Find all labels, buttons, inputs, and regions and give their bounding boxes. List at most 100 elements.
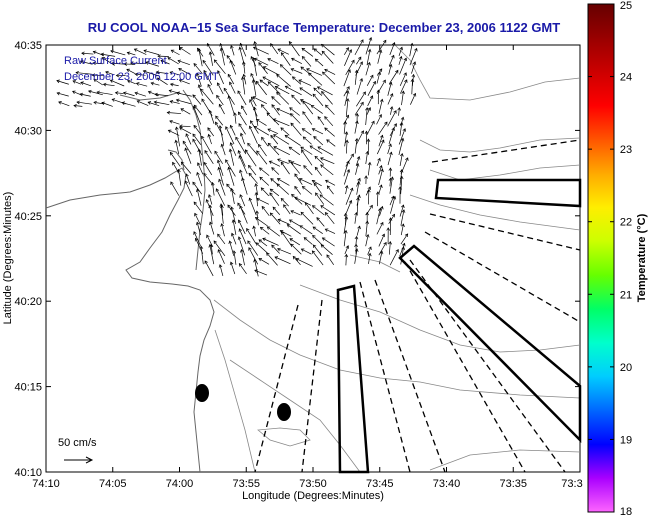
current-vector — [378, 121, 388, 135]
current-vector — [93, 101, 104, 105]
current-vector — [308, 72, 323, 86]
current-vector — [270, 135, 279, 145]
current-vector — [238, 219, 246, 235]
current-vector — [75, 72, 92, 75]
current-vector-head — [130, 61, 134, 65]
current-vector — [324, 127, 335, 137]
current-vector — [301, 48, 314, 57]
current-vector-head — [390, 176, 394, 180]
current-vector-head — [237, 150, 242, 154]
current-vector-head — [279, 64, 284, 68]
current-vector-head — [388, 167, 393, 171]
current-vector-head — [167, 129, 172, 133]
current-vector — [225, 159, 236, 177]
current-vector-head — [403, 57, 408, 62]
current-vector-head — [219, 203, 224, 207]
current-vector-head — [208, 109, 213, 114]
current-vector-head — [359, 78, 364, 82]
current-vector-head — [134, 91, 139, 96]
current-vector-head — [274, 85, 279, 90]
current-vector — [207, 43, 215, 56]
current-vector-head — [295, 257, 300, 262]
current-vector-head — [174, 139, 179, 144]
current-vector-head — [218, 264, 223, 268]
current-vector-head — [356, 196, 360, 201]
current-vector — [314, 167, 322, 176]
current-vector-head — [75, 70, 79, 75]
current-vector-head — [410, 78, 415, 82]
current-vector — [355, 156, 360, 166]
current-vector-head — [313, 48, 318, 52]
current-vector — [254, 259, 259, 277]
current-vector-head — [261, 205, 266, 210]
current-vector — [344, 245, 349, 255]
current-vector — [93, 62, 103, 65]
current-vector-head — [237, 202, 241, 207]
current-vector-head — [301, 55, 306, 60]
current-vector-head — [304, 202, 309, 206]
current-vector — [169, 120, 180, 125]
current-vector-head — [288, 159, 292, 164]
current-vector-head — [184, 147, 188, 152]
current-vector-head — [79, 92, 84, 97]
current-vector-head — [371, 120, 375, 125]
current-vector — [365, 107, 368, 126]
current-vector-head — [133, 48, 138, 52]
current-vector-head — [280, 52, 285, 56]
current-vector — [376, 71, 381, 84]
current-vector-head — [392, 42, 396, 46]
current-vector — [172, 162, 180, 175]
current-vector-head — [325, 104, 329, 109]
current-vector — [273, 118, 290, 127]
current-vector-head — [291, 76, 296, 80]
current-vector — [262, 238, 279, 246]
current-vector — [193, 104, 203, 116]
current-vector-head — [260, 187, 265, 191]
current-vector-head — [210, 181, 215, 186]
current-vector — [249, 198, 257, 216]
current-vector-head — [294, 173, 298, 178]
current-vector — [277, 248, 292, 255]
current-vector — [311, 105, 323, 114]
current-vector-head — [240, 248, 244, 253]
current-vector — [218, 104, 225, 115]
current-vector-head — [126, 68, 130, 73]
current-vector — [230, 60, 237, 75]
current-vector-head — [93, 78, 97, 83]
current-vector-head — [197, 148, 202, 153]
current-vector-head — [290, 210, 294, 214]
current-vector — [145, 61, 159, 67]
x-tick-label: 73:45 — [366, 478, 394, 490]
colorbar-segment — [588, 376, 614, 411]
current-vector — [214, 151, 223, 165]
current-vector-head — [230, 232, 235, 237]
current-vector-head — [345, 114, 350, 119]
current-vector — [202, 60, 214, 76]
current-vector — [313, 244, 323, 256]
current-vector — [269, 160, 281, 167]
current-vector-head — [378, 68, 383, 72]
current-vector — [354, 138, 358, 154]
current-vector-head — [276, 178, 281, 182]
current-vector-head — [358, 56, 362, 61]
current-vector-head — [311, 128, 316, 132]
current-vector-head — [384, 121, 388, 126]
current-vector — [313, 87, 323, 96]
current-vector — [231, 188, 235, 205]
current-vector — [233, 250, 237, 265]
current-vector — [288, 146, 301, 156]
current-vector — [101, 53, 116, 57]
current-vector-head — [253, 41, 257, 45]
current-vector — [317, 116, 325, 126]
current-vector-head — [252, 106, 257, 111]
current-vector-head — [172, 161, 176, 166]
current-vector-head — [208, 244, 213, 248]
current-vector-head — [283, 204, 287, 208]
current-vector — [365, 37, 372, 55]
current-vector-head — [219, 43, 223, 47]
current-vector-head — [199, 245, 204, 250]
current-vector-head — [380, 168, 384, 173]
y-tick-label: 40:30 — [14, 125, 42, 137]
current-vector — [250, 73, 257, 85]
contour-line — [257, 427, 311, 447]
